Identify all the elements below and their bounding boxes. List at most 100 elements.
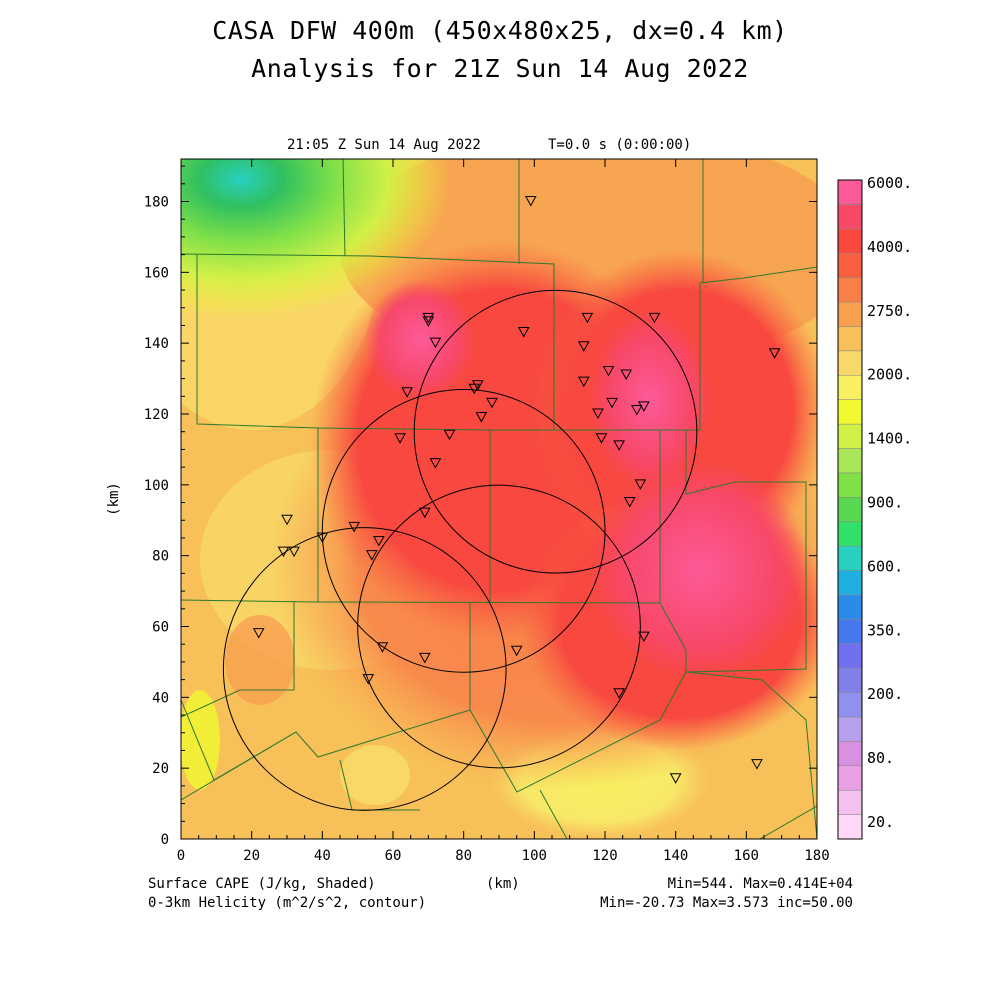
- station-marker: [595, 433, 608, 444]
- time-step: T=0.0 s (0:00:00): [548, 137, 692, 153]
- y-tick-label: 40: [152, 690, 169, 706]
- station-markers: [252, 196, 781, 784]
- station-marker: [401, 387, 413, 398]
- colorbar-swatch: [837, 301, 863, 327]
- station-marker: [577, 376, 590, 388]
- field-label: Surface CAPE (J/kg, Shaded): [148, 876, 376, 892]
- station-marker: [348, 521, 360, 533]
- county-boundaries: [181, 159, 817, 839]
- station-marker: [252, 628, 265, 639]
- station-marker: [288, 546, 300, 558]
- station-marker: [751, 759, 763, 770]
- station-marker: [362, 674, 375, 685]
- colorbar-swatch: [837, 252, 863, 278]
- radar-circle: [222, 527, 507, 811]
- y-tick-label: 100: [144, 478, 169, 494]
- y-axis-label: (km): [106, 482, 122, 516]
- colorbar-swatch: [837, 204, 863, 230]
- colorbar-label: 20.: [867, 813, 894, 831]
- colorbar-label: 6000.: [867, 174, 912, 192]
- y-axis: 0 20 40 60 80 100 120 140 160 180: [144, 165, 817, 848]
- colorbar-swatch: [837, 448, 863, 474]
- x-tick-label: 80: [455, 848, 472, 864]
- colorbar-swatch: [837, 667, 863, 693]
- y-tick-label: 120: [144, 407, 169, 423]
- colorbar-label: 600.: [867, 557, 903, 575]
- station-marker: [394, 433, 406, 444]
- station-marker: [592, 408, 604, 420]
- field-range: Min=544. Max=0.414E+04: [667, 876, 853, 892]
- station-marker: [376, 642, 389, 653]
- colorbar-swatch: [837, 497, 863, 522]
- station-marker: [606, 397, 618, 409]
- radar-circle: [357, 484, 641, 769]
- y-tick-label: 20: [152, 761, 169, 777]
- x-axis: 0 20 40 60 80 100 120 140 160 180: [177, 159, 830, 864]
- colorbar-swatch: [837, 765, 863, 791]
- station-marker: [281, 514, 293, 526]
- station-marker: [443, 429, 456, 441]
- station-marker: [510, 645, 523, 657]
- chart-subtitle: Analysis for 21Z Sun 14 Aug 2022: [251, 54, 749, 83]
- chart-title: CASA DFW 400m (450x480x25, dx=0.4 km): [212, 16, 788, 45]
- colorbar-label: 4000.: [867, 238, 912, 256]
- station-marker: [468, 383, 481, 395]
- colorbar-swatch: [837, 472, 863, 498]
- colorbar-swatch: [837, 692, 863, 718]
- colorbar-swatch: [837, 594, 863, 620]
- station-marker: [373, 536, 385, 547]
- station-marker: [316, 532, 329, 543]
- contour-label: 0-3km Helicity (m^2/s^2, contour): [148, 895, 427, 911]
- colorbar-label: 1400.: [867, 430, 912, 448]
- station-marker: [602, 366, 615, 377]
- station-marker: [613, 688, 625, 699]
- colorbar-label: 350.: [867, 621, 903, 639]
- x-tick-label: 60: [385, 848, 402, 864]
- station-marker: [623, 497, 636, 508]
- colorbar-label: 80.: [867, 749, 894, 767]
- station-marker: [429, 458, 442, 469]
- station-marker: [365, 550, 378, 561]
- station-marker: [422, 316, 435, 327]
- station-marker: [418, 652, 431, 664]
- y-tick-label: 180: [144, 195, 169, 211]
- colorbar-swatch: [837, 228, 863, 254]
- colorbar-swatch: [837, 326, 863, 352]
- y-tick-label: 80: [152, 549, 169, 565]
- station-marker: [277, 546, 290, 558]
- station-marker: [634, 479, 647, 490]
- contour-range: Min=-20.73 Max=3.573 inc=50.00: [600, 895, 853, 911]
- x-tick-label: 100: [522, 848, 547, 864]
- colorbar-swatch: [837, 375, 863, 400]
- colorbar-frame: [837, 179, 863, 840]
- y-tick-label: 160: [144, 265, 169, 281]
- y-tick-label: 60: [152, 620, 169, 636]
- x-tick-label: 140: [663, 848, 688, 864]
- colorbar-label: 200.: [867, 685, 903, 703]
- station-marker: [768, 348, 781, 359]
- colorbar-swatch: [837, 399, 863, 425]
- station-marker: [418, 507, 431, 519]
- colorbar-swatch: [837, 277, 863, 303]
- x-tick-label: 120: [592, 848, 617, 864]
- colorbar-swatch: [837, 814, 863, 840]
- colorbar-label: 900.: [867, 494, 903, 512]
- station-marker: [486, 397, 498, 409]
- x-tick-label: 0: [177, 848, 185, 864]
- colorbar-swatch: [837, 643, 863, 669]
- colorbar-swatch: [837, 570, 863, 596]
- station-marker: [524, 196, 537, 207]
- y-tick-label: 140: [144, 336, 169, 352]
- radar-circle: [321, 389, 606, 673]
- station-marker: [517, 327, 530, 338]
- colorbar: 20. 80. 200. 350. 600. 900. 1400. 2000. 2750. 400…: [837, 174, 912, 840]
- station-marker: [613, 440, 625, 451]
- station-marker: [581, 312, 594, 324]
- station-marker: [620, 369, 633, 381]
- radar-circles: [222, 289, 698, 811]
- colorbar-swatch: [837, 350, 863, 376]
- station-marker: [638, 631, 650, 643]
- station-marker: [429, 337, 442, 349]
- station-marker: [577, 341, 590, 352]
